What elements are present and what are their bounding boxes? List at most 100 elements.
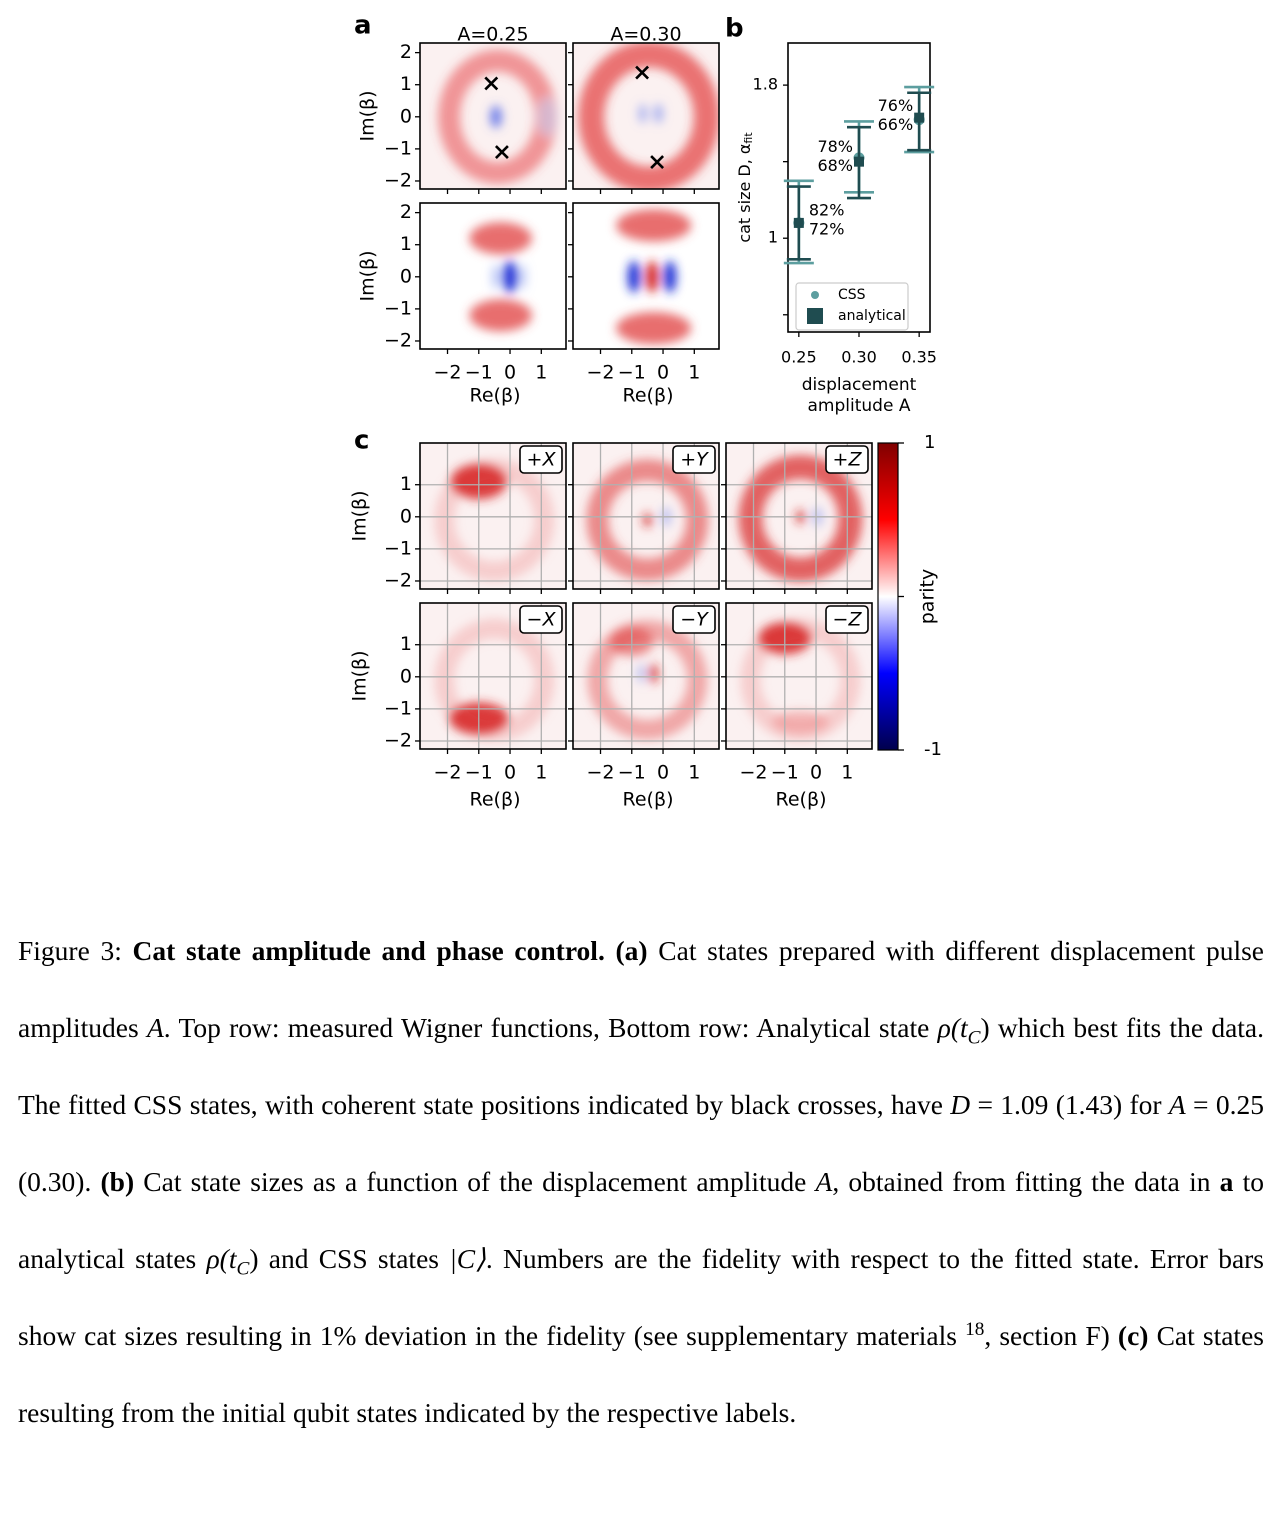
heatmap-blobs [469,222,532,332]
state-label: −Y [680,609,709,631]
heatmap-blob [663,260,677,293]
plot-frame [419,42,567,190]
fidelity-label: 76% [878,96,914,115]
plot-frame [419,202,567,350]
legend: CSS analytical [795,282,909,331]
x-tick-label: 1 [535,362,547,384]
x-tick-label: 0 [657,362,669,384]
fidelity-label: 68% [817,156,853,175]
state-label-box [825,605,869,634]
y-tick-label: −2 [384,329,412,351]
heatmap-blob [616,312,692,345]
y-tick-label: −1 [384,297,412,319]
y-tick-label: 0 [400,665,412,687]
caption-run: Cat states prepared with different displ… [18,935,1264,1043]
panel-label: b [725,14,744,44]
y-axis-label: Im(β) [349,650,371,701]
figure-caption: Figure 3: Cat state amplitude and phase … [18,912,1264,1451]
caption-run: , section F) [984,1320,1118,1351]
plot-frame [419,442,567,590]
column-title: A=0.25 [457,24,528,46]
y-axis-label: cat size D, αfit [735,132,756,243]
y-tick-label: 1 [400,233,412,255]
caption-run: = 0.25 (0.30). [18,1089,1264,1197]
y-tick-label: 1 [400,633,412,655]
state-label: −Z [833,609,863,631]
y-tick-label: 1 [400,73,412,95]
heatmap-ring [738,455,863,582]
caption-run: A [1168,1089,1186,1120]
caption-run: Cat state amplitude and phase control. [132,935,605,966]
coherent-state-cross [484,76,499,91]
y-axis-label-sub: fit [742,132,755,144]
heatmap [573,43,719,189]
y-tick-label: −1 [384,137,412,159]
plot-frame [572,42,720,190]
caption-run: |C⟩ [449,1243,486,1274]
caption-run: , obtained from fitting the data in [832,1166,1220,1197]
heatmap-blob [616,209,692,242]
x-tick-label: 0 [504,362,516,384]
y-tick-label: −1 [384,697,412,719]
caption-run: ) [980,1012,990,1043]
heatmap-blob [772,710,829,733]
x-axis-label: Re(β) [776,789,827,811]
heatmap-ring [578,43,719,189]
x-tick-label: −2 [434,362,462,384]
caption-run: ρ(t [206,1243,237,1274]
x-axis-label: amplitude A [808,396,911,416]
state-label-box [519,605,563,634]
caption-run: A [815,1166,833,1197]
y-axis-label: Im(β) [357,250,379,301]
y-axis-label: Im(β) [357,90,379,141]
x-axis-label: Re(β) [470,789,521,811]
heatmap [420,203,566,349]
caption-run: a [1219,1166,1234,1197]
heatmap-blob [469,299,532,332]
plot-frame [572,202,720,350]
state-label: +Y [680,449,709,471]
x-tick-label: −2 [587,762,615,784]
heatmap-blob [638,103,647,124]
heatmap-blob [637,663,645,684]
heatmap-ring [586,459,709,581]
legend-marker [807,308,823,324]
caption-run: D [950,1089,971,1120]
caption-run: Cat state sizes as a function of the dis… [134,1166,816,1197]
heatmap-blobs [616,209,692,345]
colorbar-tick-label: 1 [924,432,935,453]
colorbar-label: parity [917,569,939,625]
x-tick-label: 0 [657,762,669,784]
legend-marker [811,291,819,299]
y-tick-label: −2 [384,569,412,591]
colorbar [877,442,899,751]
state-label: +Z [833,449,863,471]
x-tick-label: −1 [618,362,646,384]
plot-frame [572,442,720,590]
heatmap [420,43,566,189]
caption-run: = 1.09 (1.43) for [970,1089,1169,1120]
y-tick-label: 0 [400,105,412,127]
x-tick-label: 0 [504,762,516,784]
coherent-state-cross [494,145,509,160]
panel-label: a [354,11,372,41]
y-tick-label: −2 [384,729,412,751]
heatmap-blobs [438,49,557,184]
caption-run: which best fits the data. The fitted CSS… [18,1012,1264,1120]
caption-run: (b) [100,1166,135,1197]
column-title: A=0.30 [610,24,681,46]
state-label-box [519,445,563,474]
plot-frame [419,602,567,750]
fidelity-label: 82% [809,200,845,219]
fidelity-label: 72% [809,219,845,238]
colorbar-tick-label: -1 [924,739,942,760]
x-tick-label: 1 [535,762,547,784]
x-tick-label: 0.35 [901,348,937,367]
x-tick-label: 0.25 [781,348,817,367]
x-tick-label: −1 [465,762,493,784]
fidelity-label: 66% [878,115,914,134]
x-tick-label: −1 [771,762,799,784]
state-label: +X [527,449,557,471]
